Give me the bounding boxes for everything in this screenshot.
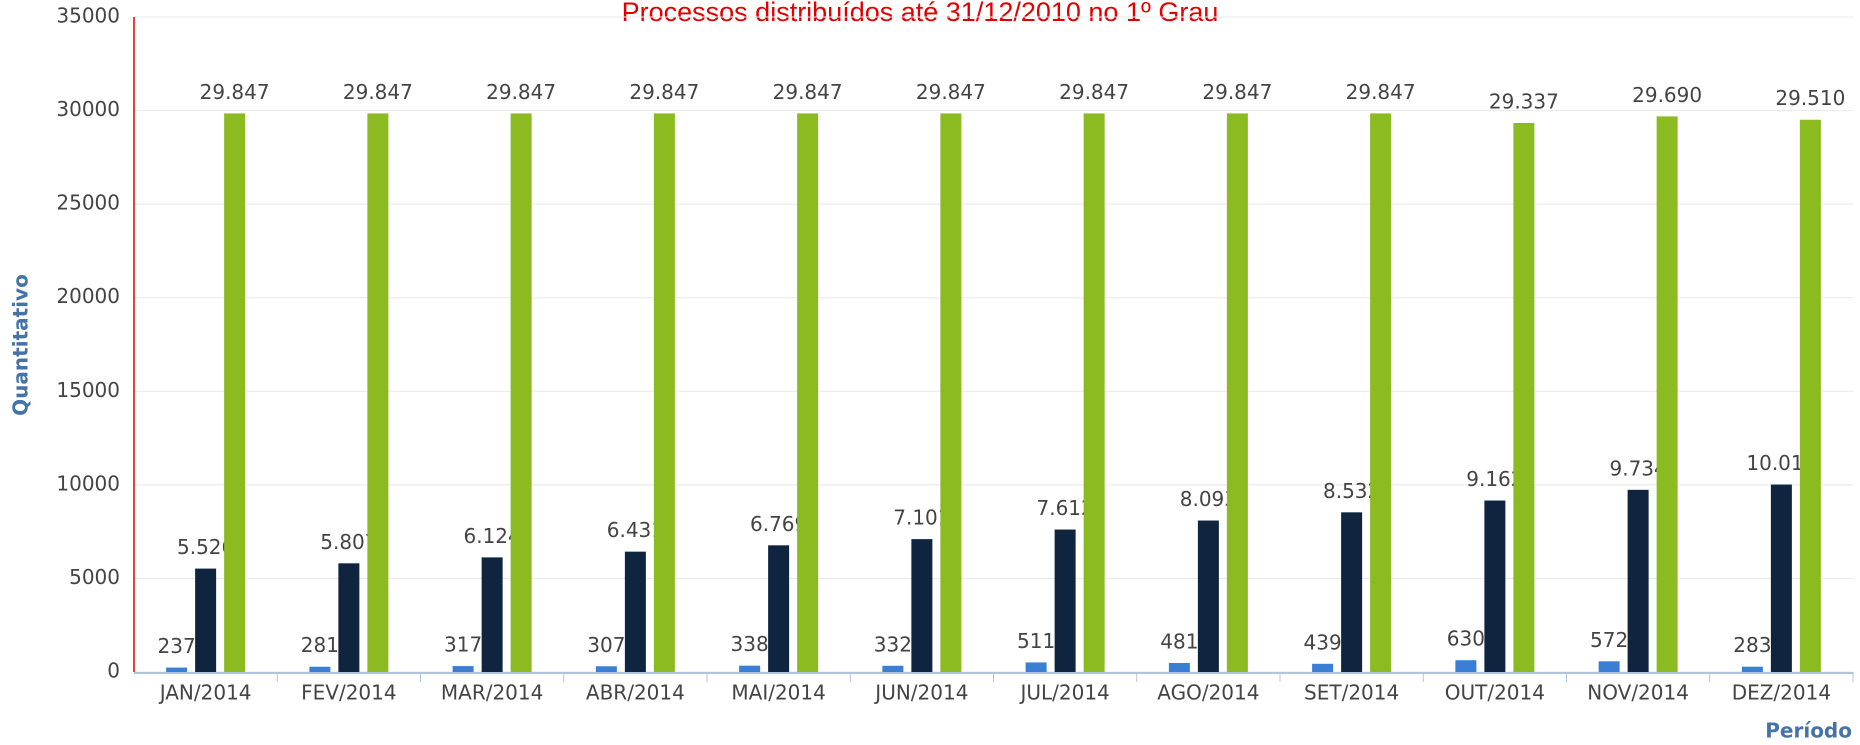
x-axis-title: Período — [1765, 719, 1852, 743]
bar — [309, 666, 331, 672]
bar — [1598, 661, 1620, 672]
data-label: 630 — [1447, 627, 1485, 651]
data-label: 29.847 — [916, 80, 986, 104]
data-label: 281 — [301, 633, 339, 657]
bar — [1627, 489, 1649, 672]
bar — [1484, 500, 1506, 672]
bar — [1370, 113, 1392, 673]
y-tick-label: 20000 — [56, 284, 120, 308]
data-label: 338 — [731, 632, 769, 656]
bar — [452, 666, 474, 672]
data-label: 29.510 — [1775, 86, 1845, 110]
bar — [338, 563, 360, 672]
x-tick-label: DEZ/2014 — [1732, 681, 1831, 705]
bar — [1455, 660, 1477, 672]
bar — [510, 113, 532, 673]
data-label: 283 — [1733, 633, 1771, 657]
x-tick-label: OUT/2014 — [1445, 681, 1545, 705]
data-label: 317 — [444, 633, 482, 657]
bar — [1656, 116, 1678, 672]
data-label: 29.847 — [1202, 80, 1272, 104]
x-tick-label: MAR/2014 — [441, 681, 543, 705]
data-label: 29.847 — [486, 80, 556, 104]
bar — [1054, 529, 1076, 672]
bar — [797, 113, 819, 673]
x-tick-label: JUL/2014 — [1018, 681, 1109, 705]
chart-title: Processos distribuídos até 31/12/2010 no… — [622, 0, 1219, 27]
data-label: 332 — [874, 632, 912, 656]
bar — [940, 113, 962, 673]
bar — [1741, 666, 1763, 672]
bar — [224, 113, 246, 673]
bar — [166, 667, 188, 672]
bar — [595, 666, 617, 672]
x-tick-label: MAI/2014 — [731, 681, 825, 705]
data-label: 29.847 — [629, 80, 699, 104]
data-label: 29.847 — [343, 80, 413, 104]
bar — [1312, 663, 1334, 672]
data-label: 511 — [1017, 629, 1055, 653]
y-tick-label: 35000 — [56, 4, 120, 28]
data-label: 481 — [1160, 629, 1198, 653]
bar — [1799, 119, 1821, 672]
bar — [1168, 662, 1190, 672]
x-tick-label: JAN/2014 — [158, 681, 252, 705]
x-tick-label: ABR/2014 — [586, 681, 685, 705]
data-label: 29.847 — [200, 80, 270, 104]
bar — [911, 539, 933, 672]
bar — [1513, 122, 1535, 672]
data-label: 439 — [1304, 630, 1342, 654]
bar — [882, 665, 904, 672]
y-tick-label: 25000 — [56, 191, 120, 215]
data-label: 29.847 — [1059, 80, 1129, 104]
bar — [367, 113, 389, 673]
bar — [1226, 113, 1248, 673]
bar — [1197, 520, 1219, 672]
bar — [1341, 512, 1363, 672]
y-tick-label: 15000 — [56, 378, 120, 402]
x-tick-label: SET/2014 — [1304, 681, 1399, 705]
data-label: 29.337 — [1489, 89, 1559, 113]
y-axis-title: Quantitativo — [9, 274, 33, 416]
bar — [653, 113, 675, 673]
data-label: 307 — [587, 633, 625, 657]
y-tick-label: 5000 — [69, 565, 120, 589]
x-tick-label: NOV/2014 — [1587, 681, 1689, 705]
bar — [195, 568, 217, 672]
bar — [739, 665, 761, 672]
data-label: 29.847 — [773, 80, 843, 104]
y-tick-label: 30000 — [56, 97, 120, 121]
x-tick-label: FEV/2014 — [301, 681, 396, 705]
x-tick-label: AGO/2014 — [1157, 681, 1259, 705]
x-tick-label: JUN/2014 — [873, 681, 968, 705]
y-tick-label: 0 — [107, 659, 120, 683]
bar — [768, 545, 790, 672]
bar — [481, 557, 503, 672]
data-label: 29.690 — [1632, 83, 1702, 107]
y-tick-label: 10000 — [56, 471, 120, 495]
bar — [1770, 484, 1792, 672]
bar — [1083, 113, 1105, 673]
data-label: 29.847 — [1346, 80, 1416, 104]
bar — [624, 551, 646, 672]
data-label: 572 — [1590, 628, 1628, 652]
bar — [1025, 662, 1047, 672]
data-label: 237 — [158, 634, 196, 658]
